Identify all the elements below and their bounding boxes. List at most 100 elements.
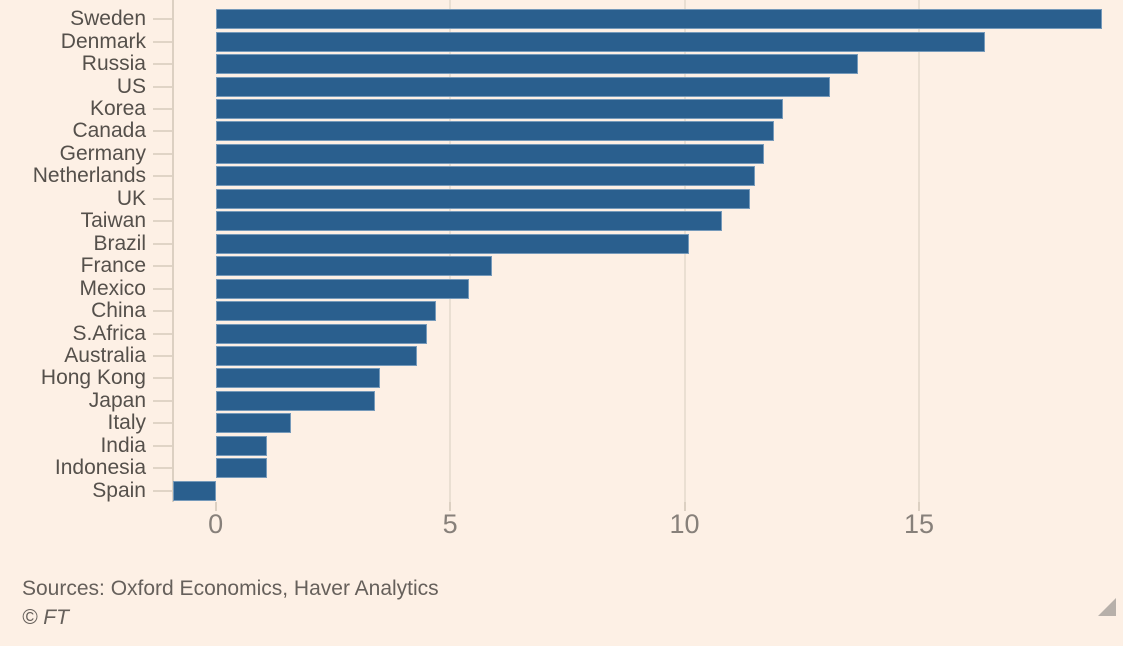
category-label: Indonesia [54,456,146,480]
bar [215,9,1102,30]
bar-row: US [0,75,1108,97]
x-axis-tick-5 [449,502,452,511]
bar-area [172,143,1108,165]
gridline-15 [918,0,921,502]
bar-row: Japan [0,388,1108,412]
x-axis-tick-10 [683,502,686,511]
category-label: Netherlands [32,164,146,188]
bar-area [172,30,1108,52]
bar [215,301,436,322]
bar-area [172,75,1108,97]
category-tick [146,367,172,389]
bar-area [172,188,1108,210]
category-label: France [80,254,146,278]
bar-row: Indonesia [0,457,1108,479]
category-label: Sweden [70,7,146,31]
x-axis-label-10: 10 [669,509,700,539]
bar [215,99,784,120]
x-axis-label-15: 15 [903,509,935,539]
category-label: Korea [89,97,146,121]
bar-row: Italy [0,412,1108,434]
category-label: Brazil [93,231,146,255]
bar-row: S.Africa [0,322,1108,344]
category-label: Taiwan [80,209,146,233]
bar-area [172,277,1108,299]
x-axis-tick-0 [214,502,217,511]
bar [215,188,751,209]
bar [215,323,427,344]
bar [215,368,380,389]
bar-row: France [0,255,1108,277]
bar-area [172,480,1108,502]
category-tick [146,165,172,187]
y-axis-line [172,0,174,502]
bar [215,54,859,75]
bar-row: China [0,300,1108,322]
bar-row: Netherlands [0,165,1108,187]
bar-row: Denmark [0,30,1108,52]
bar [215,346,418,367]
x-axis-label-5: 5 [442,509,458,539]
category-tick [146,277,172,299]
ft-copyright: © FT [22,606,69,629]
category-tick [146,390,172,412]
bar [215,413,291,434]
bar-row: Hong Kong [0,367,1108,389]
category-tick [146,120,172,142]
bar [215,390,376,411]
bar-row: Korea [0,98,1108,120]
category-label: Italy [107,411,146,435]
bar [173,480,216,501]
category-tick [146,412,172,434]
bar-area [172,435,1108,457]
bar-row: Australia [0,345,1108,367]
bar-area [172,300,1108,322]
category-label: Denmark [60,29,146,53]
bar-row: Brazil [0,231,1108,255]
category-label: Japan [88,388,146,412]
source-text: Sources: Oxford Economics, Haver Analyti… [22,577,439,600]
category-tick [146,435,172,457]
bar-row: Mexico [0,277,1108,299]
bar-area [172,8,1108,30]
bar-area [172,165,1108,187]
bar-row: Spain [0,478,1108,502]
category-tick [146,210,172,232]
bar [215,233,690,254]
bar [215,143,765,164]
category-tick [146,98,172,120]
bar [215,211,723,232]
bar-rows: Sweden Denmark Russia US Korea Canada Germany N… [0,8,1108,502]
bar-area [172,255,1108,277]
bar [215,121,774,142]
category-tick [146,8,172,30]
bar-area [172,367,1108,389]
bar-area [172,53,1108,75]
category-tick [146,480,172,502]
bar-area [172,233,1108,255]
bar-row: Germany [0,141,1108,165]
category-label: Russia [81,52,146,76]
category-label: Germany [59,141,146,165]
category-label: S.Africa [72,321,146,345]
bar-area [172,390,1108,412]
bar [215,166,755,187]
category-tick [146,345,172,367]
category-label: Spain [92,478,146,502]
x-axis-tick-15 [918,502,921,511]
bar-area [172,457,1108,479]
bar [215,435,268,456]
category-label: India [100,433,146,457]
bar-row: Canada [0,120,1108,142]
resize-handle-icon[interactable] [1098,598,1116,616]
bar-row: Taiwan [0,210,1108,232]
category-tick [146,75,172,97]
category-tick [146,143,172,165]
bar-area [172,120,1108,142]
bar-area [172,322,1108,344]
bar-row: India [0,433,1108,457]
category-tick [146,457,172,479]
category-label: UK [116,186,146,210]
bar-area [172,412,1108,434]
bar-area [172,98,1108,120]
